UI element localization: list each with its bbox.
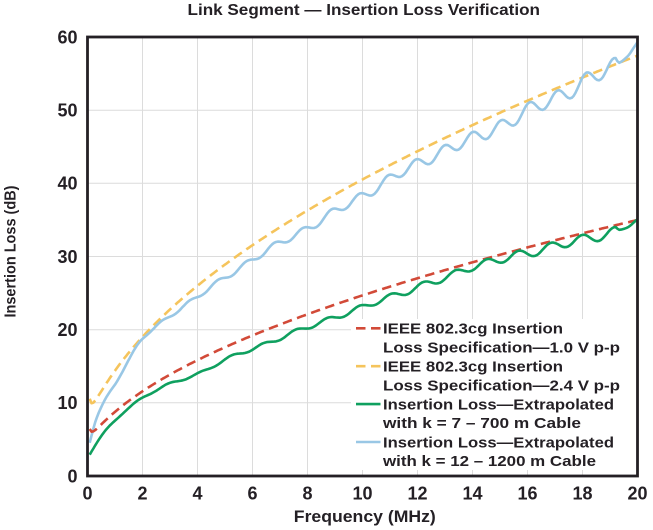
svg-text:Loss Specification—1.0 V p-p: Loss Specification—1.0 V p-p <box>383 339 620 356</box>
svg-text:Insertion Loss (dB): Insertion Loss (dB) <box>3 186 20 318</box>
svg-text:Frequency (MHz): Frequency (MHz) <box>294 508 436 526</box>
svg-text:with k = 7 – 700 m Cable: with k = 7 – 700 m Cable <box>382 415 581 432</box>
svg-text:16: 16 <box>517 483 537 503</box>
svg-text:12: 12 <box>407 483 427 503</box>
svg-text:20: 20 <box>57 320 77 340</box>
svg-text:Loss Specification—2.4 V p-p: Loss Specification—2.4 V p-p <box>383 377 620 394</box>
svg-text:40: 40 <box>57 174 77 194</box>
svg-text:IEEE 802.3cg Insertion: IEEE 802.3cg Insertion <box>383 359 563 376</box>
svg-text:6: 6 <box>247 483 257 503</box>
svg-text:Link Segment — Insertion Loss: Link Segment — Insertion Loss Verificati… <box>188 2 541 19</box>
svg-text:20: 20 <box>627 483 647 503</box>
svg-text:18: 18 <box>572 483 592 503</box>
svg-text:50: 50 <box>57 101 77 121</box>
svg-text:10: 10 <box>57 393 77 413</box>
svg-text:0: 0 <box>82 483 92 503</box>
svg-text:IEEE 802.3cg Insertion: IEEE 802.3cg Insertion <box>383 321 563 338</box>
svg-text:with k = 12 – 1200 m Cable: with k = 12 – 1200 m Cable <box>382 453 596 470</box>
svg-text:0: 0 <box>67 466 77 486</box>
svg-text:Insertion Loss—Extrapolated: Insertion Loss—Extrapolated <box>383 396 614 413</box>
svg-text:60: 60 <box>57 27 77 47</box>
svg-text:8: 8 <box>302 483 312 503</box>
svg-text:30: 30 <box>57 247 77 267</box>
svg-text:2: 2 <box>137 483 147 503</box>
svg-text:14: 14 <box>462 483 482 503</box>
svg-text:4: 4 <box>192 483 202 503</box>
svg-text:10: 10 <box>352 483 372 503</box>
svg-text:Insertion Loss—Extrapolated: Insertion Loss—Extrapolated <box>383 434 614 451</box>
